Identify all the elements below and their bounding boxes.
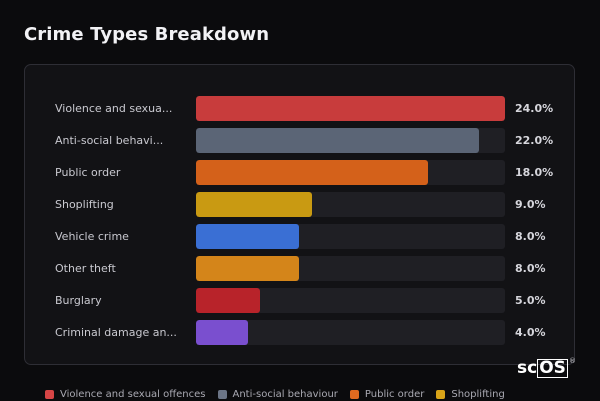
- bar: [196, 128, 479, 153]
- bar-value-label: 9.0%: [515, 198, 546, 211]
- bar-category-label: Burglary: [55, 294, 102, 307]
- legend-item: Shoplifting: [436, 388, 505, 400]
- legend-label: Public order: [364, 388, 425, 400]
- bar-value-label: 8.0%: [515, 230, 546, 243]
- bar: [196, 192, 312, 217]
- bar-value-label: 4.0%: [515, 326, 546, 339]
- bar: [196, 224, 299, 249]
- bar-value-label: 24.0%: [515, 102, 554, 115]
- bar-row: Burglary 5.0%: [25, 288, 574, 313]
- legend-label: Anti-social behaviour: [232, 388, 338, 400]
- bar-row: Criminal damage an... 4.0%: [25, 320, 574, 345]
- bar: [196, 288, 260, 313]
- bar: [196, 320, 248, 345]
- bar-track: [196, 192, 505, 217]
- logo-prefix: sc: [517, 358, 538, 378]
- bar-category-label: Other theft: [55, 262, 116, 275]
- bar-track: [196, 96, 505, 121]
- chart-title: Crime Types Breakdown: [24, 24, 270, 45]
- bar-row: Shoplifting 9.0%: [25, 192, 574, 217]
- legend-swatch: [436, 389, 446, 399]
- bar-track: [196, 320, 505, 345]
- bar-category-label: Vehicle crime: [55, 230, 129, 243]
- bar: [196, 256, 299, 281]
- bar-track: [196, 128, 505, 153]
- bar-category-label: Criminal damage an...: [55, 326, 177, 339]
- bar-category-label: Shoplifting: [55, 198, 114, 211]
- legend-label: Violence and sexual offences: [60, 388, 206, 400]
- bar-value-label: 18.0%: [515, 166, 554, 179]
- bar: [196, 160, 428, 185]
- bar-category-label: Violence and sexua...: [55, 102, 173, 115]
- bar-row: Vehicle crime 8.0%: [25, 224, 574, 249]
- legend-swatch: [45, 389, 54, 399]
- bar-value-label: 5.0%: [515, 294, 546, 307]
- legend-swatch: [349, 389, 359, 399]
- logo-box: OS: [537, 357, 568, 378]
- brand-logo: sc OS: [517, 358, 568, 378]
- legend-label: Shoplifting: [451, 388, 505, 400]
- bar-track: [196, 288, 505, 313]
- bar-row: Violence and sexua... 24.0%: [25, 96, 574, 121]
- bar-value-label: 22.0%: [515, 134, 554, 147]
- bar-row: Public order 18.0%: [25, 160, 574, 185]
- legend-item: Public order: [349, 388, 425, 400]
- bar-category-label: Anti-social behavi...: [55, 134, 164, 147]
- legend-item: Anti-social behaviour: [217, 388, 338, 400]
- bar-track: [196, 224, 505, 249]
- bar-row: Other theft 8.0%: [25, 256, 574, 281]
- bar: [196, 96, 505, 121]
- bar-track: [196, 160, 505, 185]
- bar-value-label: 8.0%: [515, 262, 546, 275]
- legend-item: Violence and sexual offences: [45, 389, 206, 400]
- registered-mark: ®: [569, 357, 576, 365]
- bar-track: [196, 256, 505, 281]
- bar-row: Anti-social behavi... 22.0%: [25, 128, 574, 153]
- legend-swatch: [217, 389, 227, 399]
- chart-legend: Violence and sexual offences Anti-social …: [45, 387, 517, 401]
- chart-panel: Violence and sexua... 24.0% Anti-social be…: [24, 64, 575, 365]
- bar-category-label: Public order: [55, 166, 121, 179]
